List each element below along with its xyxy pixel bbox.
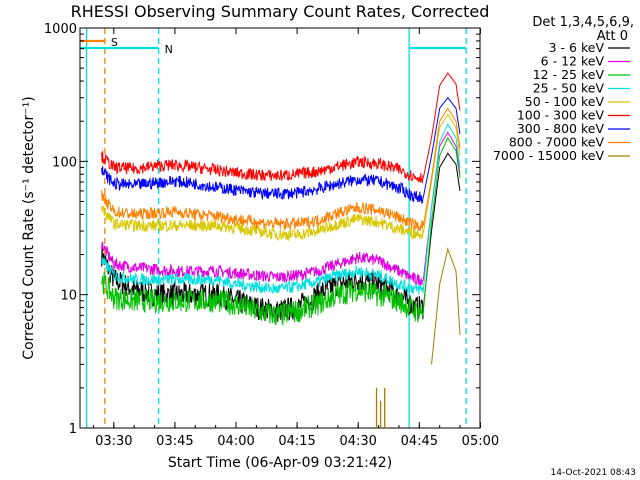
x-axis: 03:30 03:45 04:00 04:15 04:30 04:45 05:00 <box>92 28 499 449</box>
x-tick-label: 05:00 <box>462 434 499 449</box>
series-line-1 <box>101 131 461 286</box>
x-tick-label: 04:15 <box>278 434 315 449</box>
legend-label-2: 12 - 25 keV <box>533 67 605 82</box>
series-line-4 <box>101 113 461 242</box>
legend-label-6: 300 - 800 keV <box>517 121 605 136</box>
plot-frame <box>79 27 481 429</box>
y-axis: 1 10 100 1000 <box>44 22 480 437</box>
x-tick-label: 03:45 <box>156 434 193 449</box>
y-axis-label: Corrected Count Rate (s⁻¹ detector⁻¹) <box>21 96 37 359</box>
y-tick-label: 1 <box>69 422 77 437</box>
chart-title: RHESSI Observing Summary Count Rates, Co… <box>71 2 490 21</box>
legend-label-3: 25 - 50 keV <box>533 81 605 96</box>
attenuator-bands: SN <box>80 28 467 428</box>
x-tick-label: 04:30 <box>339 434 376 449</box>
series-line-7 <box>101 107 461 232</box>
series-line-2 <box>101 136 461 326</box>
series-line-8 <box>431 247 461 365</box>
x-tick-label: 04:45 <box>401 434 438 449</box>
annotation-n: N <box>165 43 173 56</box>
series-line-3 <box>101 123 461 295</box>
x-axis-label: Start Time (06-Apr-09 03:21:42) <box>168 455 392 471</box>
series-line-5 <box>101 72 461 184</box>
legend-label-4: 50 - 100 keV <box>525 94 605 109</box>
x-tick-label: 03:30 <box>95 434 132 449</box>
series-line-6 <box>101 96 461 204</box>
y-tick-label: 10 <box>60 289 77 304</box>
plot-area <box>79 27 481 429</box>
legend-label-5: 100 - 300 keV <box>517 108 605 123</box>
legend-label-1: 6 - 12 keV <box>541 54 605 69</box>
y-tick-label: 100 <box>52 155 77 170</box>
annotation-s: S <box>111 36 118 49</box>
y-tick-label: 1000 <box>44 22 77 37</box>
x-tick-label: 04:00 <box>217 434 254 449</box>
legend-label-7: 800 - 7000 keV <box>509 135 605 150</box>
footer-date: 14-Oct-2021 08:43 <box>551 468 636 478</box>
legend-label-0: 3 - 6 keV <box>549 40 605 55</box>
legend-header-line-1: Det 1,3,4,5,6,9, <box>532 15 634 30</box>
legend-header-line-2: Att 0 <box>597 29 628 44</box>
legend-label-8: 7000 - 15000 keV <box>493 148 604 163</box>
series-group <box>101 72 461 428</box>
